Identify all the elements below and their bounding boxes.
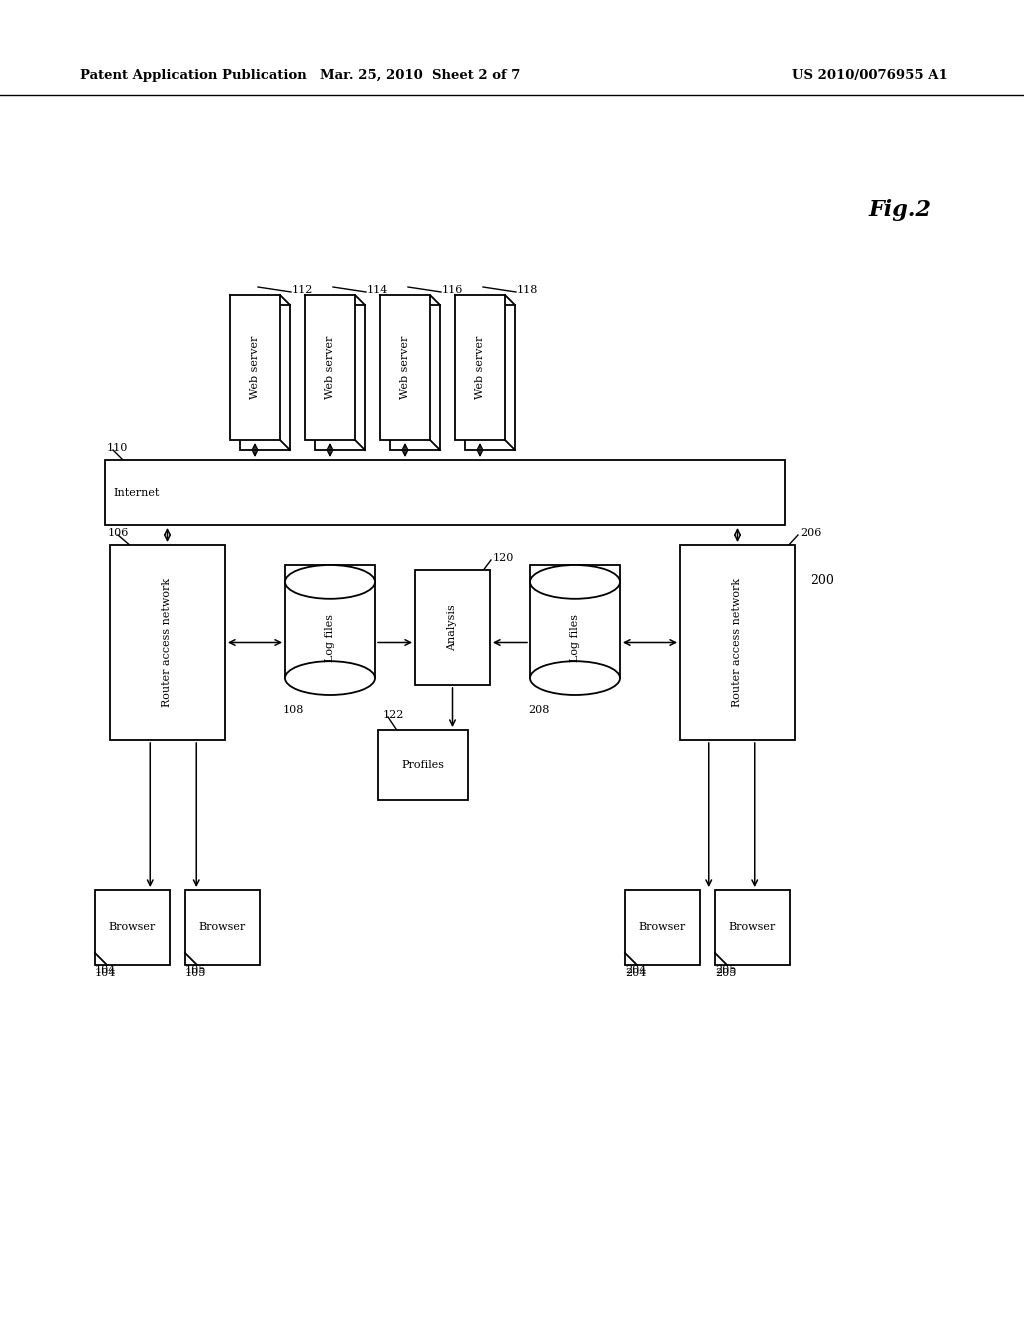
Bar [95, 890, 170, 965]
Text: Profiles: Profiles [401, 760, 444, 770]
Text: Internet: Internet [113, 487, 160, 498]
Text: 200: 200 [810, 573, 834, 586]
Text: 105: 105 [185, 968, 207, 978]
Bar [230, 294, 280, 440]
Text: Browser: Browser [639, 923, 686, 932]
Bar [390, 305, 440, 450]
Text: 204: 204 [625, 968, 646, 978]
Text: Fig.2: Fig.2 [868, 199, 932, 220]
Text: 105: 105 [185, 965, 207, 975]
Bar [455, 294, 505, 440]
Bar [315, 305, 365, 450]
Text: 112: 112 [292, 285, 313, 294]
Text: 110: 110 [106, 444, 128, 453]
Bar [530, 565, 620, 678]
Bar [378, 730, 468, 800]
Bar [285, 565, 375, 678]
Text: Router access network: Router access network [163, 578, 172, 708]
Bar [380, 294, 430, 440]
Text: US 2010/0076955 A1: US 2010/0076955 A1 [793, 69, 948, 82]
Text: 106: 106 [108, 528, 129, 539]
Text: Web server: Web server [475, 335, 485, 399]
Text: 208: 208 [528, 705, 549, 715]
Text: Web server: Web server [400, 335, 410, 399]
Bar [105, 459, 785, 525]
Text: Web server: Web server [325, 335, 335, 399]
Text: 108: 108 [283, 705, 304, 715]
Bar [305, 294, 355, 440]
Text: Log files: Log files [325, 614, 335, 663]
Bar [110, 545, 225, 741]
Text: Mar. 25, 2010  Sheet 2 of 7: Mar. 25, 2010 Sheet 2 of 7 [319, 69, 520, 82]
Text: 205: 205 [715, 968, 736, 978]
Text: Browser: Browser [109, 923, 156, 932]
Bar [625, 890, 700, 965]
Text: Router access network: Router access network [732, 578, 742, 708]
Text: Browser: Browser [729, 923, 776, 932]
Ellipse shape [285, 661, 375, 696]
Text: Web server: Web server [250, 335, 260, 399]
Bar [240, 305, 290, 450]
Bar [715, 890, 790, 965]
Bar [415, 570, 490, 685]
Ellipse shape [285, 565, 375, 599]
Text: 104: 104 [95, 968, 117, 978]
Text: 206: 206 [800, 528, 821, 539]
Text: 118: 118 [517, 285, 539, 294]
Text: 120: 120 [493, 553, 514, 564]
Bar [465, 305, 515, 450]
Text: 122: 122 [383, 710, 404, 719]
Text: 116: 116 [442, 285, 464, 294]
Text: Browser: Browser [199, 923, 246, 932]
Ellipse shape [530, 661, 620, 696]
Text: Analysis: Analysis [447, 605, 458, 651]
Bar [185, 890, 260, 965]
Text: 205: 205 [715, 965, 736, 975]
Ellipse shape [530, 565, 620, 599]
Text: 114: 114 [367, 285, 388, 294]
Text: Patent Application Publication: Patent Application Publication [80, 69, 307, 82]
Text: 204: 204 [625, 965, 646, 975]
Text: 104: 104 [95, 965, 117, 975]
Text: Log files: Log files [570, 614, 580, 663]
Bar [680, 545, 795, 741]
